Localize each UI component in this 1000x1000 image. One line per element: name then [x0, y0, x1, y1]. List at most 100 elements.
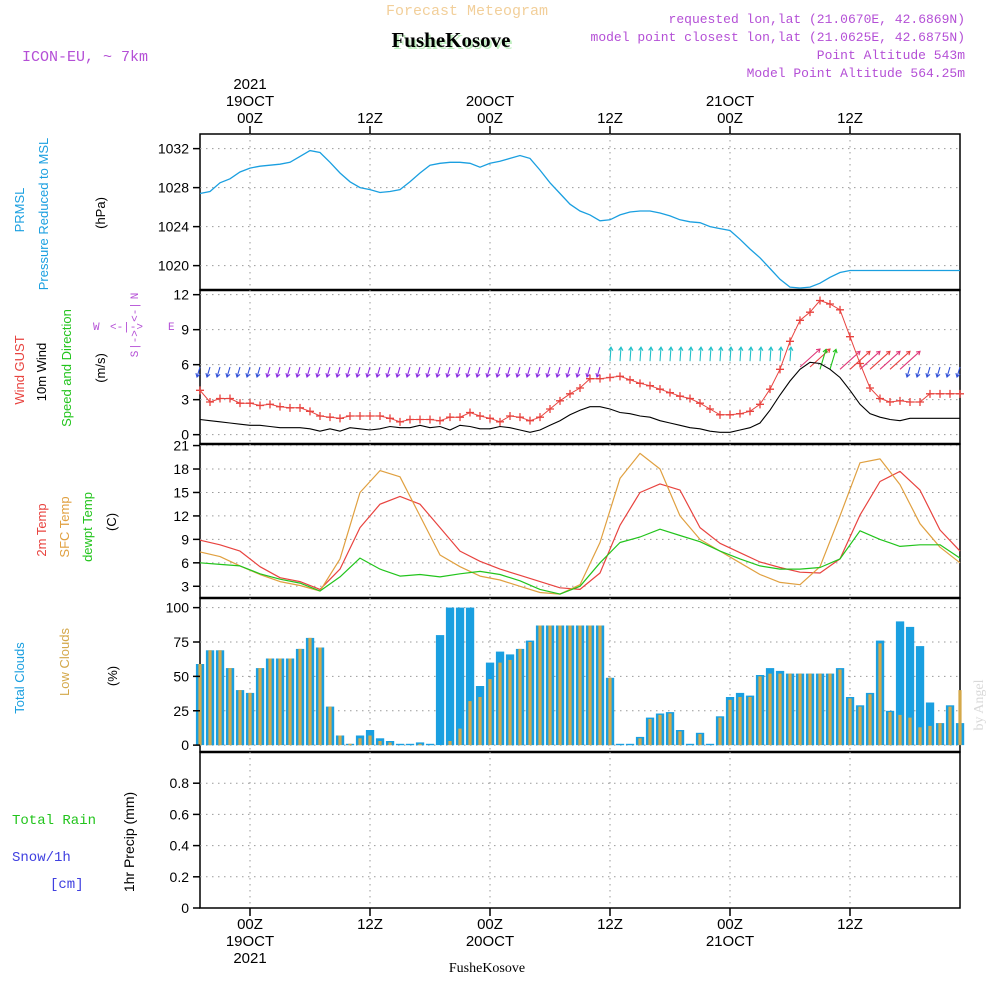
low-cloud-bar — [208, 650, 212, 746]
wind-gust-point — [266, 400, 274, 409]
bottom-time-label: 20OCT — [466, 933, 514, 950]
wind-direction-arrowhead — [905, 350, 911, 356]
total-cloud-bar — [705, 743, 715, 746]
wind-direction-arrowhead — [925, 373, 931, 378]
wind-direction-arrow — [729, 347, 732, 362]
wind-panel-labels: Wind GUST 10m Wind Speed and Direction (… — [12, 309, 108, 427]
y-tick-label: 1020 — [158, 258, 189, 274]
wind-direction-arrowhead — [748, 346, 754, 351]
wind-direction-arrow — [546, 366, 551, 378]
wind-gust-point — [886, 398, 894, 406]
temp-sfc-label: SFC Temp — [57, 496, 72, 557]
wind-direction-arrowhead — [738, 346, 744, 351]
compass-horizontal-arrow: <-|-> — [110, 322, 143, 334]
wind-direction-arrowhead — [945, 373, 951, 378]
wind-unit-label: (m/s) — [93, 353, 108, 383]
total-cloud-bar — [465, 607, 475, 746]
wind-direction-arrowhead — [698, 346, 704, 351]
wind-gust-point — [696, 399, 704, 408]
total-cloud-bar — [395, 743, 405, 746]
wind-gust-point — [926, 389, 934, 398]
wind-direction-arrow — [719, 347, 722, 362]
wind-gust-point — [236, 399, 244, 408]
wind-direction-arrow — [759, 347, 762, 362]
wind-gust-point — [896, 396, 904, 405]
low-cloud-bar — [608, 677, 612, 746]
low-cloud-bar — [248, 692, 252, 746]
low-cloud-bar — [638, 738, 642, 746]
wind-direction-arrow — [226, 366, 231, 378]
wind-direction-arrow — [879, 350, 901, 370]
wind-gust-point — [656, 385, 664, 394]
low-cloud-bar — [808, 673, 812, 746]
wind-direction-arrow — [496, 366, 501, 378]
wind-direction-arrowhead — [585, 373, 591, 378]
total-cloud-bar — [925, 702, 935, 746]
wind-gust-point — [626, 375, 634, 384]
wind-gust-point — [666, 388, 674, 397]
wind-direction-arrow — [889, 350, 911, 370]
wind-gust-point — [536, 413, 544, 422]
wind-direction-arrowhead — [832, 348, 838, 354]
wind-gust-point — [506, 412, 514, 420]
low-cloud-bar — [868, 694, 872, 746]
low-cloud-bar — [338, 735, 342, 746]
y-tick-label: 1028 — [158, 180, 189, 196]
wind-direction-arrowhead — [865, 350, 871, 356]
low-cloud-bar — [318, 647, 322, 746]
wind-direction-arrow — [649, 347, 652, 362]
wind-direction-arrowhead — [768, 346, 774, 351]
top-time-label: 21OCT — [706, 93, 754, 110]
wind-gust-point — [246, 399, 254, 408]
wind-gust-point — [736, 409, 744, 418]
wind-direction-arrowhead — [365, 373, 371, 378]
wind-direction-arrowhead — [485, 373, 491, 378]
temp-2m-line — [199, 470, 961, 591]
low-cloud-bar — [928, 725, 932, 746]
low-cloud-bar — [658, 714, 662, 746]
wind-direction-arrow — [789, 347, 792, 362]
wind-direction-arrowhead — [435, 373, 441, 378]
wind-speed-label: Speed and Direction — [59, 309, 74, 427]
wind-direction-arrow — [956, 366, 961, 378]
low-cloud-bar — [478, 697, 482, 746]
wind-direction-arrow — [769, 347, 772, 362]
wind-direction-arrowhead — [658, 346, 664, 351]
low-cloud-bar — [348, 743, 352, 746]
prmsl-label: PRMSL — [12, 188, 27, 233]
wind-direction-arrowhead — [875, 350, 881, 356]
wind-direction-arrow — [476, 366, 481, 378]
wind-direction-arrowhead — [718, 346, 724, 351]
wind-direction-arrowhead — [505, 373, 511, 378]
wind-gust-point — [256, 401, 264, 410]
y-tick-label: 50 — [173, 668, 189, 684]
low-cloud-bar — [278, 658, 282, 746]
compass-north-label: N — [130, 293, 142, 300]
wind-direction-arrowhead — [825, 348, 831, 354]
y-tick-label: 9 — [181, 531, 189, 547]
low-cloud-bar — [448, 741, 452, 746]
snow-unit-label: [cm] — [50, 877, 84, 893]
wind-direction-arrow — [326, 366, 331, 378]
low-cloud-bar — [888, 712, 892, 746]
wind-10m-label: 10m Wind — [34, 343, 49, 402]
wind-gust-point — [366, 412, 374, 420]
wind-direction-arrowhead — [225, 373, 231, 378]
wind-direction-arrow — [749, 347, 752, 362]
wind-direction-arrowhead — [445, 373, 451, 378]
wind-direction-arrow — [609, 347, 612, 362]
low-cloud-bar — [508, 659, 512, 746]
wind-direction-arrowhead — [555, 373, 561, 378]
temp-sfc-line — [199, 452, 961, 595]
wind-direction-arrow — [659, 347, 662, 362]
temp-dewpt-line — [199, 528, 961, 595]
wind-gust-point — [466, 408, 474, 417]
wind-direction-arrow — [819, 349, 827, 370]
data-layer — [195, 149, 965, 909]
wind-gust-point — [936, 389, 944, 398]
y-tick-label: 25 — [173, 703, 189, 719]
wind-gust-point — [856, 359, 864, 368]
wind-direction-arrowhead — [525, 373, 531, 378]
wind-direction-arrowhead — [565, 373, 571, 378]
